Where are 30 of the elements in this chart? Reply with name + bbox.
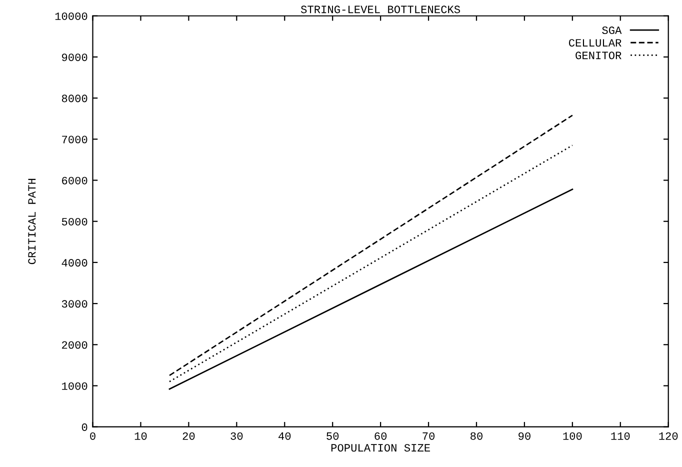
y-tick-label: 7000 xyxy=(62,136,88,144)
x-axis-title: POPULATION SIZE xyxy=(331,444,430,452)
x-tick-label: 50 xyxy=(326,432,339,440)
y-tick-label: 6000 xyxy=(62,176,88,184)
y-tick-label: 0 xyxy=(82,423,88,431)
y-tick-label: 9000 xyxy=(62,54,88,62)
x-tick-label: 80 xyxy=(470,432,482,440)
x-tick-label: 30 xyxy=(230,432,243,440)
y-tick-label: 5000 xyxy=(62,218,88,226)
legend-label: SGA xyxy=(602,26,622,34)
x-tick-label: 20 xyxy=(182,432,195,440)
y-tick-label: 2000 xyxy=(62,341,88,349)
x-tick-label: 70 xyxy=(422,432,435,440)
legend-label: CELLULAR xyxy=(568,39,622,47)
x-tick-label: 10 xyxy=(134,432,147,440)
y-tick-label: 8000 xyxy=(62,94,88,102)
y-axis-title: CRITICAL PATH xyxy=(28,178,36,264)
x-tick-label: 110 xyxy=(611,432,630,440)
legend-label: GENITOR xyxy=(576,52,622,60)
x-tick-label: 100 xyxy=(563,432,582,440)
x-tick-label: 60 xyxy=(374,432,387,440)
y-tick-label: 1000 xyxy=(62,382,88,390)
y-tick-label: 4000 xyxy=(62,259,88,267)
x-tick-label: 0 xyxy=(90,432,96,440)
x-tick-label: 90 xyxy=(518,432,530,440)
x-tick-label: 120 xyxy=(659,432,678,440)
chart-title: STRING-LEVEL BOTTLENECKS xyxy=(300,6,460,14)
y-tick-label: 10000 xyxy=(55,12,88,20)
y-tick-label: 3000 xyxy=(62,300,88,308)
x-tick-label: 40 xyxy=(278,432,291,440)
